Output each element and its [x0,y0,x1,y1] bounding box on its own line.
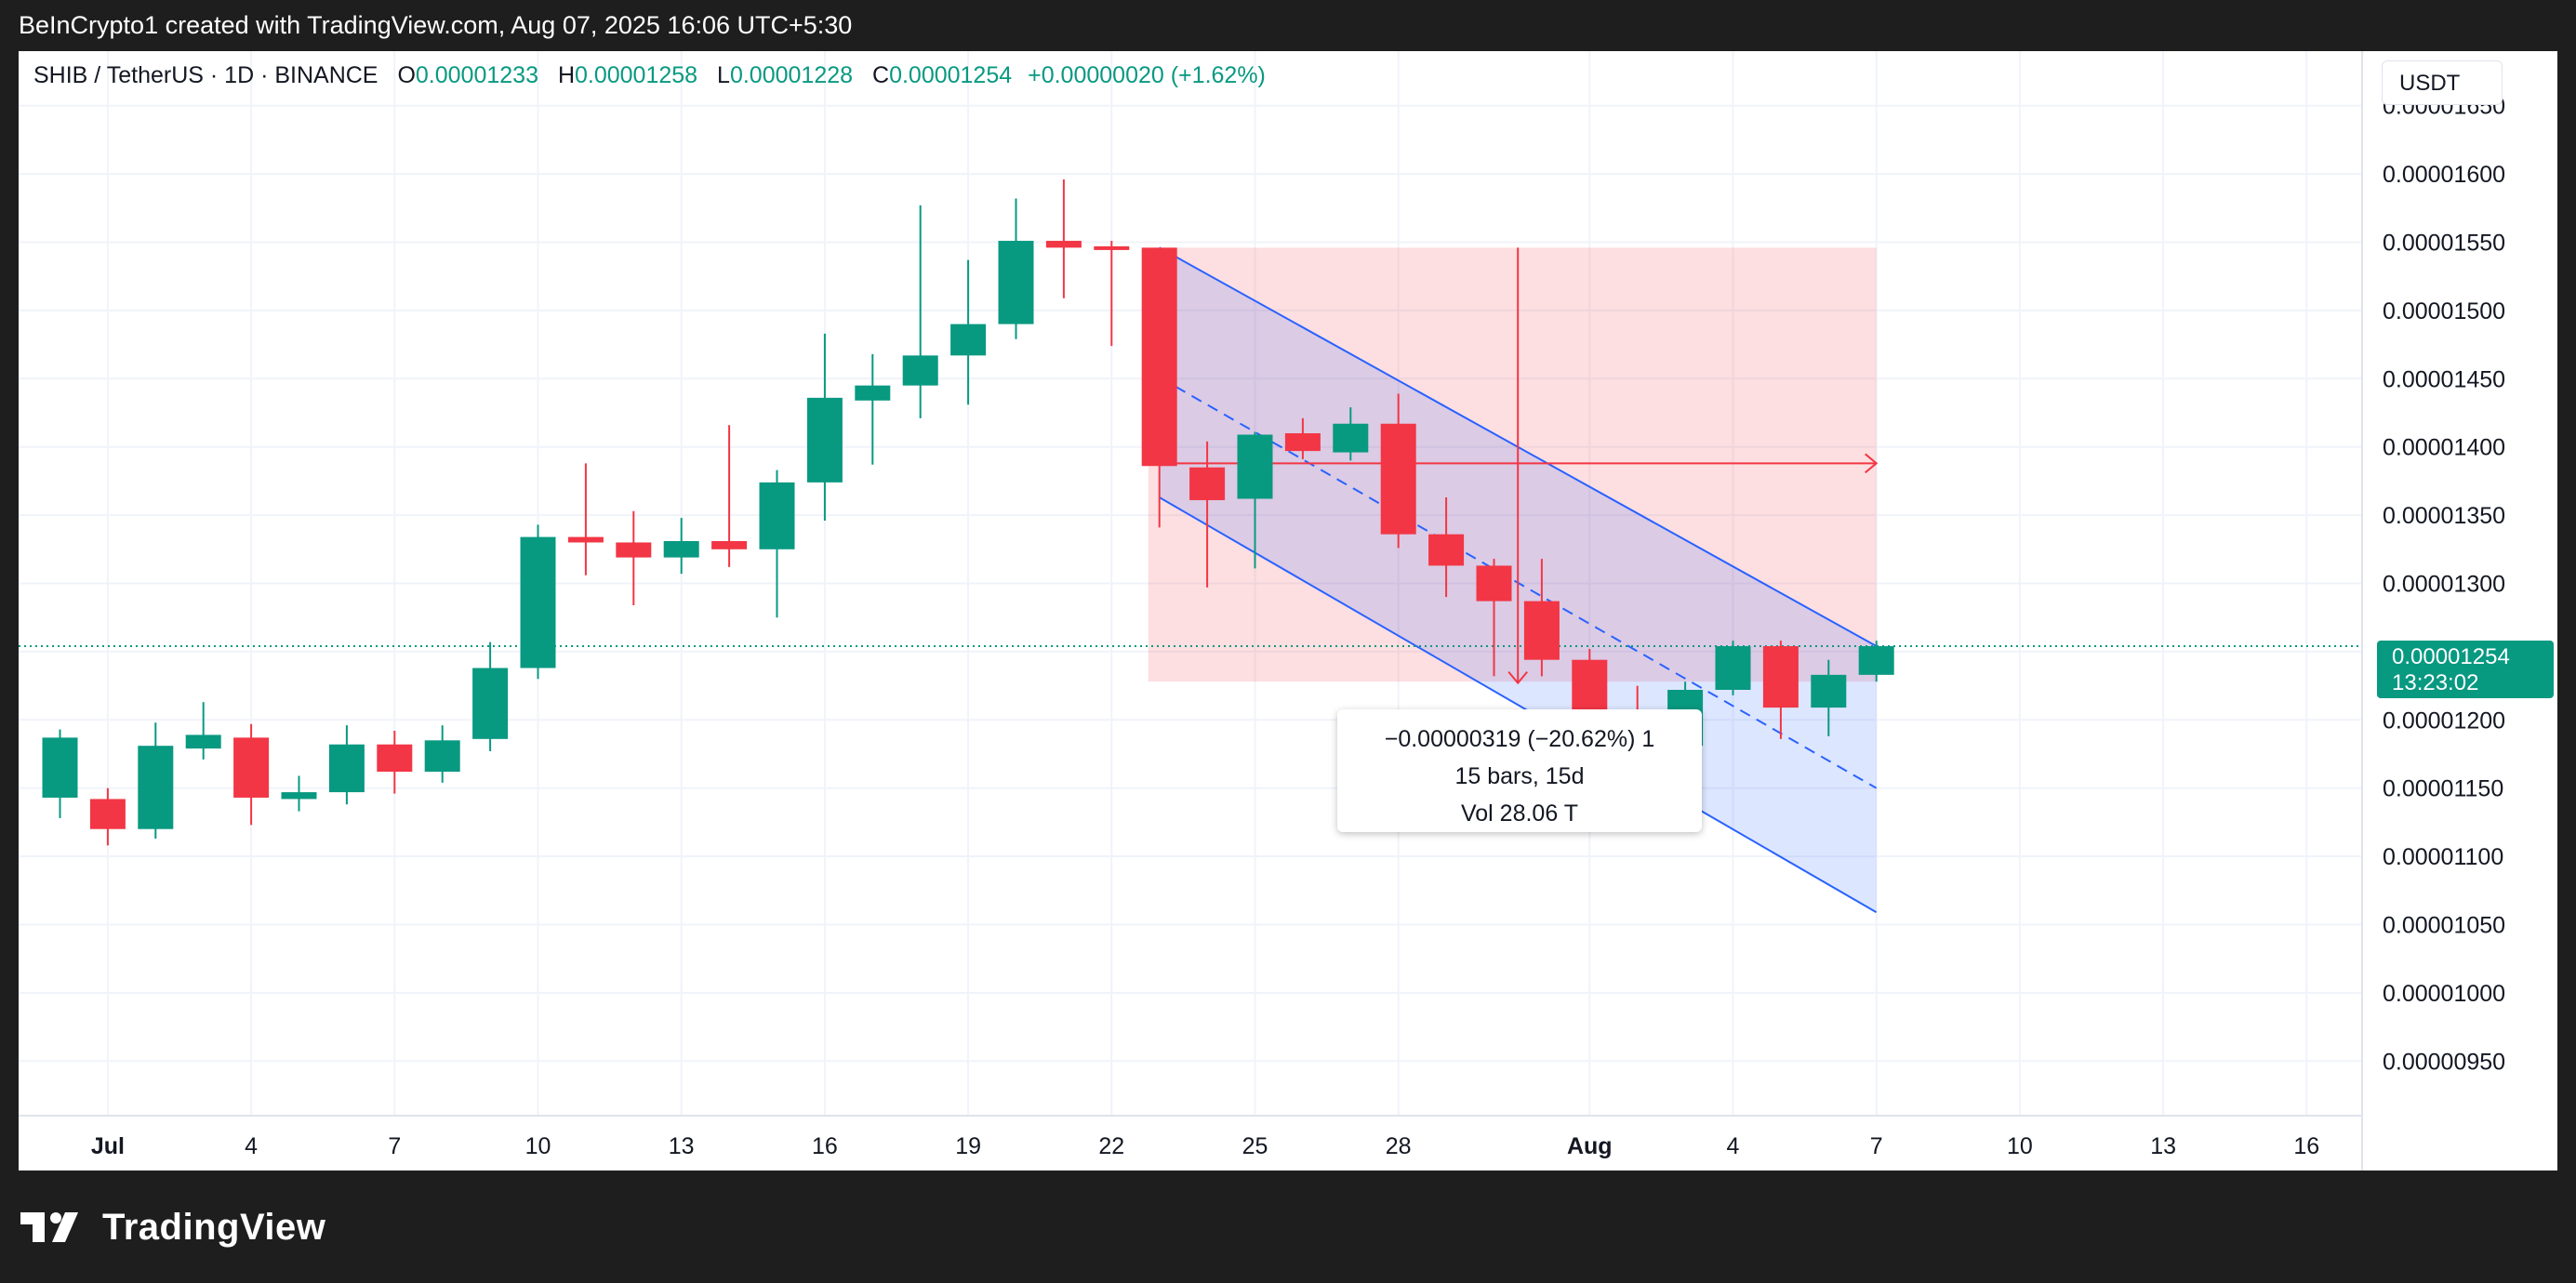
measure-change: −0.00000319 (−20.62%) [1384,726,1636,752]
time-axis-label: 7 [388,1133,401,1159]
candle-body-up [759,482,795,549]
time-axis-label: 16 [812,1133,838,1159]
candle-body-up [42,737,78,798]
candle-body-down [1572,659,1608,712]
attribution-text: BeInCrypto1 created with TradingView.com… [19,11,853,39]
time-axis-label: Aug [1567,1133,1613,1159]
candle-body-down [1380,423,1416,535]
currency-selector[interactable]: USDT [2382,60,2503,105]
time-axis-label: 4 [245,1133,258,1159]
channel-lower-line [1159,496,1878,914]
measure-truncated: 1 [1641,726,1655,752]
price-axis-label: 0.00001400 [2383,435,2505,461]
candle-body-up [1858,646,1894,675]
close-value: 0.00001254 [889,62,1013,88]
measure-arrowhead [1507,671,1528,685]
high-value: 0.00001258 [575,62,698,88]
time-axis-label: 19 [955,1133,981,1159]
attribution-bar: BeInCrypto1 created with TradingView.com… [0,0,2576,51]
candle-body-down [89,799,126,829]
price-axis-label: 0.00001000 [2383,981,2505,1007]
candle-body-down [1094,245,1130,250]
time-axis-label: 4 [1727,1133,1740,1159]
candle-body-up [1333,423,1369,453]
candle-body-down [233,737,270,798]
price-axis-label: 0.00001200 [2383,708,2505,734]
bar-countdown: 13:23:02 [2392,670,2479,695]
price-axis-label: 0.00001450 [2383,366,2505,392]
time-axis-label: 13 [669,1133,695,1159]
time-axis-label: 10 [525,1133,551,1159]
candle-body-down [1141,247,1177,467]
time-axis-label: 10 [2007,1133,2033,1159]
candle-body-up [663,540,699,558]
candle-body-down [1045,241,1082,248]
candle-body-up [520,536,556,668]
candle-body-down [567,536,604,543]
brand-footer[interactable]: TradingView [20,1199,325,1255]
candle-body-down [1523,601,1560,660]
candle-body-down [1189,467,1226,500]
open-label: O [397,62,416,88]
candle-body-up [281,792,317,800]
symbol-legend: SHIB / TetherUS · 1D · BINANCE O0.000012… [33,62,1266,89]
measure-bars: 15 bars, 15d [1454,763,1585,789]
candle-body-up [424,740,460,773]
candle-body-up [998,241,1034,324]
candle-body-down [1762,646,1799,708]
candle-body-down [616,542,652,558]
candle-body-down [377,744,413,773]
candle-body-down [1284,433,1321,452]
price-axis-label: 0.00001600 [2383,162,2505,188]
candle-body-up [950,324,987,356]
candle-body-down [711,540,748,549]
target-arrowhead [1865,453,1879,474]
close-label: C [872,62,890,88]
price-axis-label: 0.00001300 [2383,572,2505,598]
last-price-tag: 0.00001254 13:23:02 [2377,641,2554,698]
price-axis-label: 0.00001550 [2383,231,2505,257]
tradingview-logo-icon [20,1212,78,1242]
price-axis-label: 0.00001350 [2383,503,2505,529]
time-axis-label: 28 [1386,1133,1412,1159]
chart-panel[interactable]: 0.00001650 0.00001600 0.00001550 0.00001500… [19,51,2557,1171]
price-axis-label: 0.00001150 [2383,776,2503,802]
candle-body-up [328,744,365,793]
time-axis-label: 13 [2150,1133,2176,1159]
open-value: 0.00001233 [415,62,538,88]
low-value: 0.00001228 [729,62,854,88]
last-price-value: 0.00001254 [2392,644,2510,669]
time-axis-label: 22 [1098,1133,1124,1159]
time-axis-label: 25 [1242,1133,1268,1159]
price-axis-label: 0.00000950 [2383,1049,2505,1075]
low-label: L [717,62,730,88]
price-chart[interactable]: 0.000016500.000016000.000015500.00001500… [19,51,2557,1171]
candle-body-up [1811,674,1847,708]
candle-body-up [806,397,843,483]
price-axis-label: 0.00001050 [2383,912,2505,938]
candle-body-down [1476,565,1512,602]
candle-body-up [1715,646,1751,690]
candle-body-down [1428,534,1465,566]
price-axis-label: 0.00001500 [2383,298,2505,324]
candle-body-up [472,668,509,739]
time-axis-label: 7 [1870,1133,1883,1159]
high-label: H [557,62,575,88]
candle-body-up [855,385,891,401]
candle-body-up [1237,434,1273,499]
currency-label: USDT [2399,71,2461,96]
candle-body-up [185,734,221,749]
change-value: +0.00000020 (+1.62%) [1028,62,1266,88]
time-axis-label: 16 [2293,1133,2319,1159]
symbol-name: SHIB / TetherUS · 1D · BINANCE [33,62,378,88]
candle-body-up [902,355,938,386]
brand-name: TradingView [102,1206,326,1248]
price-axis-label: 0.00001100 [2383,844,2503,870]
measure-tooltip: −0.00000319 (−20.62%) 1 15 bars, 15d Vol… [1337,709,1702,832]
time-axis-label: Jul [91,1133,125,1159]
measure-volume: Vol 28.06 T [1460,800,1579,827]
candle-body-up [138,746,174,829]
